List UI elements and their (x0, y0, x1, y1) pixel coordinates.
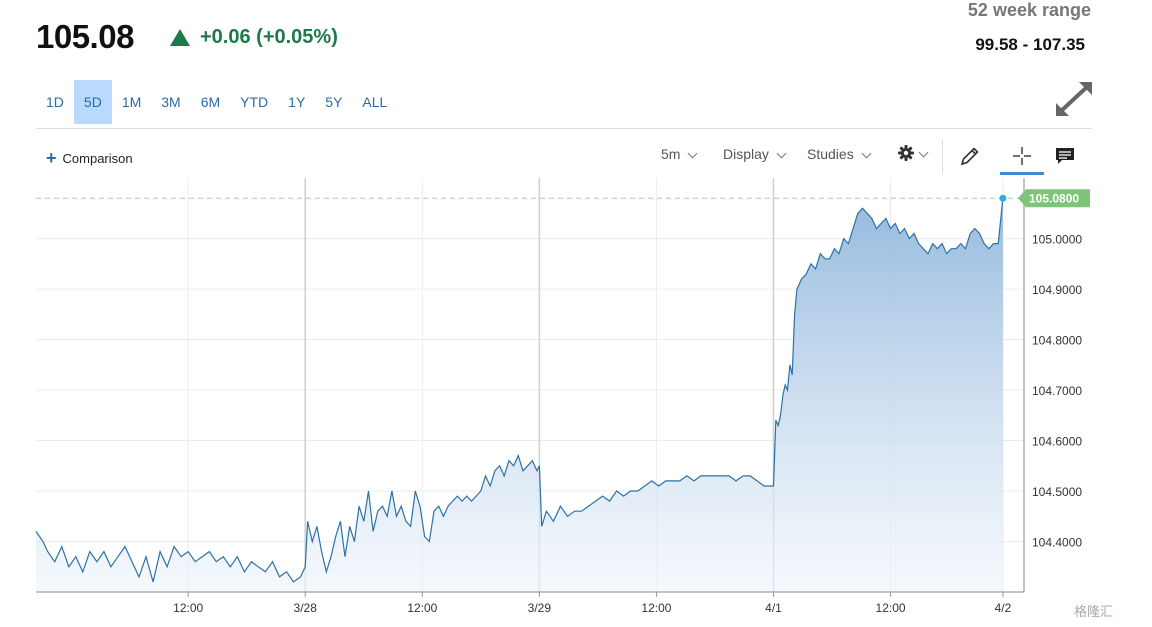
interval-label: 5m (661, 146, 681, 162)
last-price-tag (1018, 189, 1090, 208)
price-line (35, 198, 1004, 583)
plus-icon: + (46, 148, 57, 168)
price-change-value: +0.06 (+0.05%) (200, 26, 338, 48)
crosshair-button[interactable] (1000, 140, 1044, 175)
display-dropdown[interactable]: Display (723, 146, 787, 162)
x-tick-label: 12:00 (641, 601, 671, 615)
crosshair-icon (1013, 147, 1031, 165)
x-tick-label: 12:00 (876, 601, 906, 615)
x-tick-label: 4/2 (995, 601, 1012, 615)
interval-dropdown[interactable]: 5m (661, 146, 698, 162)
display-label: Display (723, 146, 769, 162)
comment-icon (1056, 148, 1074, 164)
watermark: 格隆汇 (1074, 604, 1114, 619)
comment-button[interactable] (1043, 140, 1087, 172)
y-tick-label: 104.4000 (1032, 536, 1082, 550)
pencil-icon (960, 147, 979, 166)
y-tick-label: 104.9000 (1032, 283, 1082, 297)
period-1y[interactable]: 1Y (288, 94, 306, 110)
period-1d[interactable]: 1D (46, 94, 64, 110)
expand-arrows-icon[interactable] (1054, 80, 1094, 118)
studies-label: Studies (807, 146, 854, 162)
period-5d[interactable]: 5D (73, 80, 112, 124)
draw-button[interactable] (948, 140, 992, 172)
last-price-tag-label: 105.0800 (1029, 192, 1079, 206)
period-ytd[interactable]: YTD (240, 94, 269, 110)
range-label: 52 week range (967, 0, 1091, 20)
studies-dropdown[interactable]: Studies (807, 146, 872, 162)
x-tick-label: 3/29 (528, 601, 552, 615)
y-tick-label: 104.5000 (1032, 485, 1082, 499)
period-1m[interactable]: 1M (121, 94, 142, 110)
period-3m[interactable]: 3M (161, 94, 181, 110)
period-6m[interactable]: 6M (200, 94, 221, 110)
comparison-label: Comparison (62, 151, 133, 166)
x-tick-label: 12:00 (173, 601, 203, 615)
x-tick-label: 12:00 (407, 601, 437, 615)
y-tick-label: 104.8000 (1032, 334, 1082, 348)
range-value: 99.58 - 107.35 (975, 35, 1085, 54)
comparison-button[interactable]: + Comparison (46, 148, 133, 169)
y-tick-label: 105.0000 (1032, 233, 1082, 247)
period-5y[interactable]: 5Y (325, 94, 343, 110)
gear-icon (898, 145, 914, 161)
last-price-dot (999, 194, 1007, 202)
price-change: +0.06 (+0.05%) (170, 26, 338, 49)
x-tick-label: 4/1 (765, 601, 782, 615)
header-divider (36, 128, 1092, 129)
y-tick-label: 104.6000 (1032, 435, 1082, 449)
price-area (36, 198, 1003, 592)
y-tick-label: 104.7000 (1032, 384, 1082, 398)
period-selector: 1D 5D 1M 3M 6M YTD 1Y 5Y ALL (36, 80, 397, 124)
period-all[interactable]: ALL (362, 94, 388, 110)
x-tick-label: 3/28 (294, 601, 318, 615)
toolbar-separator (942, 140, 943, 174)
settings-dropdown[interactable] (897, 144, 929, 162)
triangle-up-icon (170, 29, 190, 46)
last-price: 105.08 (36, 18, 134, 55)
